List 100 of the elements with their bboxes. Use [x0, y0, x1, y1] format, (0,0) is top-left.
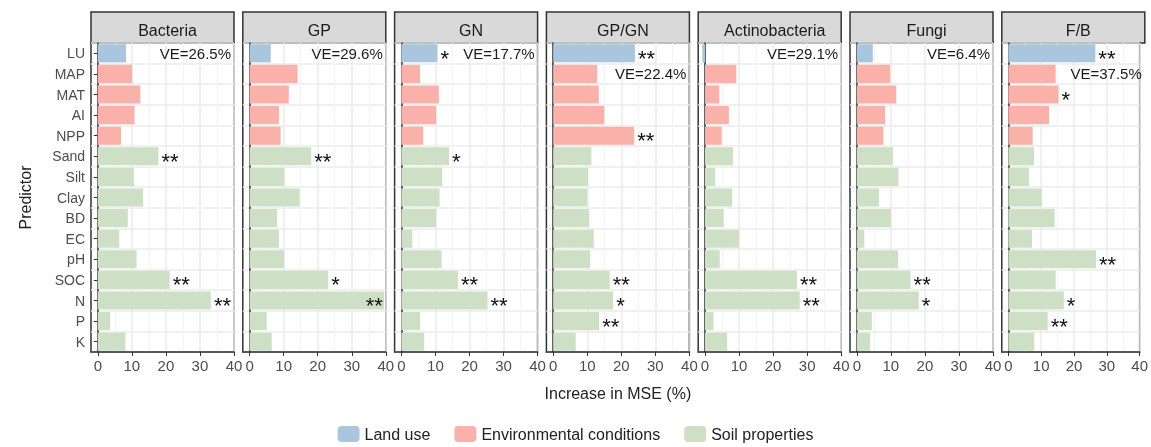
bar	[97, 270, 170, 289]
annotation: *	[1066, 293, 1076, 318]
legend-label: Land use	[364, 425, 431, 443]
bar	[705, 312, 714, 331]
annotation: VE=6.4%	[927, 44, 990, 62]
annotation: *	[1061, 87, 1071, 112]
annotation: VE=29.1%	[766, 44, 839, 62]
bar	[1008, 188, 1042, 207]
bar	[401, 332, 425, 351]
bar	[97, 85, 141, 104]
y-tick-label: pH	[67, 251, 85, 268]
bar	[856, 188, 879, 207]
bar	[1008, 64, 1056, 83]
bar	[249, 312, 267, 331]
x-tick-label: 0	[852, 357, 861, 374]
bar	[1008, 167, 1030, 186]
bar	[705, 188, 733, 207]
bar	[553, 209, 590, 228]
x-tick-label: 20	[612, 357, 630, 374]
bar	[97, 291, 211, 310]
bar	[401, 85, 439, 104]
bar	[249, 64, 298, 83]
annotation: *	[440, 45, 450, 71]
bar	[1008, 312, 1048, 331]
bar	[97, 188, 144, 207]
x-tick-label: 30	[798, 357, 816, 374]
x-tick-label: 40	[681, 357, 698, 374]
legend-label: Soil properties	[711, 425, 814, 443]
annotation: VE=17.7%	[463, 44, 535, 62]
bar	[553, 312, 600, 331]
chart-title: GN	[459, 21, 484, 39]
bar	[553, 85, 599, 104]
bar	[856, 229, 865, 248]
x-axis-title: Increase in MSE (%)	[544, 384, 692, 402]
bar	[401, 64, 421, 83]
x-tick-label: 40	[225, 357, 243, 374]
bar	[856, 209, 891, 228]
bar	[856, 44, 873, 63]
bar	[856, 64, 891, 83]
y-tick-label: P	[75, 313, 85, 330]
annotation: **	[172, 272, 191, 298]
bar	[856, 106, 886, 125]
annotation: VE=37.5%	[1070, 65, 1142, 83]
bar	[553, 250, 590, 269]
y-tick-label: N	[74, 292, 85, 309]
chart-title: Bacteria	[138, 21, 197, 39]
annotation: **	[365, 293, 384, 318]
annotation: *	[452, 148, 462, 174]
x-tick-label: 30	[647, 357, 664, 374]
annotation: **	[1099, 251, 1117, 277]
y-tick-label: EC	[65, 230, 85, 247]
x-tick-label: 30	[343, 357, 361, 374]
annotation: VE=29.6%	[311, 44, 383, 62]
bar	[705, 229, 740, 248]
bar	[553, 229, 594, 248]
x-tick-label: 40	[377, 357, 395, 374]
bar	[97, 106, 135, 125]
bar	[553, 270, 610, 289]
bar	[705, 209, 724, 228]
bar	[249, 44, 271, 63]
bar	[553, 44, 635, 63]
bar	[249, 126, 281, 145]
bar	[401, 106, 437, 125]
x-tick-label: 30	[950, 357, 968, 374]
bar	[249, 229, 279, 248]
y-tick-label: Sand	[52, 148, 85, 165]
x-tick-label: 30	[1098, 357, 1116, 374]
bar	[702, 44, 706, 63]
bar	[705, 250, 720, 269]
annotation: **	[460, 272, 479, 298]
y-tick-label: Clay	[56, 189, 85, 206]
bar	[97, 229, 120, 248]
y-tick-label: AI	[71, 107, 85, 124]
bar	[856, 291, 919, 310]
x-tick-label: 0	[93, 357, 102, 374]
bar	[705, 85, 720, 104]
bar	[97, 312, 111, 331]
y-tick-label: K	[75, 333, 86, 350]
x-tick-label: 10	[1032, 357, 1050, 374]
bar	[1008, 229, 1032, 248]
bar	[97, 147, 159, 166]
x-tick-label: 20	[461, 357, 478, 374]
bar	[553, 64, 598, 83]
x-tick-label: 40	[832, 357, 850, 374]
bar	[401, 126, 424, 145]
bar	[856, 126, 884, 145]
bar	[1008, 270, 1056, 289]
annotation: **	[1050, 313, 1069, 339]
bar	[705, 167, 716, 186]
x-tick-label: 0	[549, 357, 558, 374]
bar	[553, 332, 576, 351]
y-tick-label: BD	[65, 210, 85, 227]
bar	[705, 270, 797, 289]
bar	[97, 126, 121, 145]
bar	[856, 270, 911, 289]
bar	[249, 332, 272, 351]
annotation: **	[637, 128, 655, 154]
bar	[856, 250, 899, 269]
bar	[1008, 85, 1059, 104]
bar	[856, 312, 872, 331]
